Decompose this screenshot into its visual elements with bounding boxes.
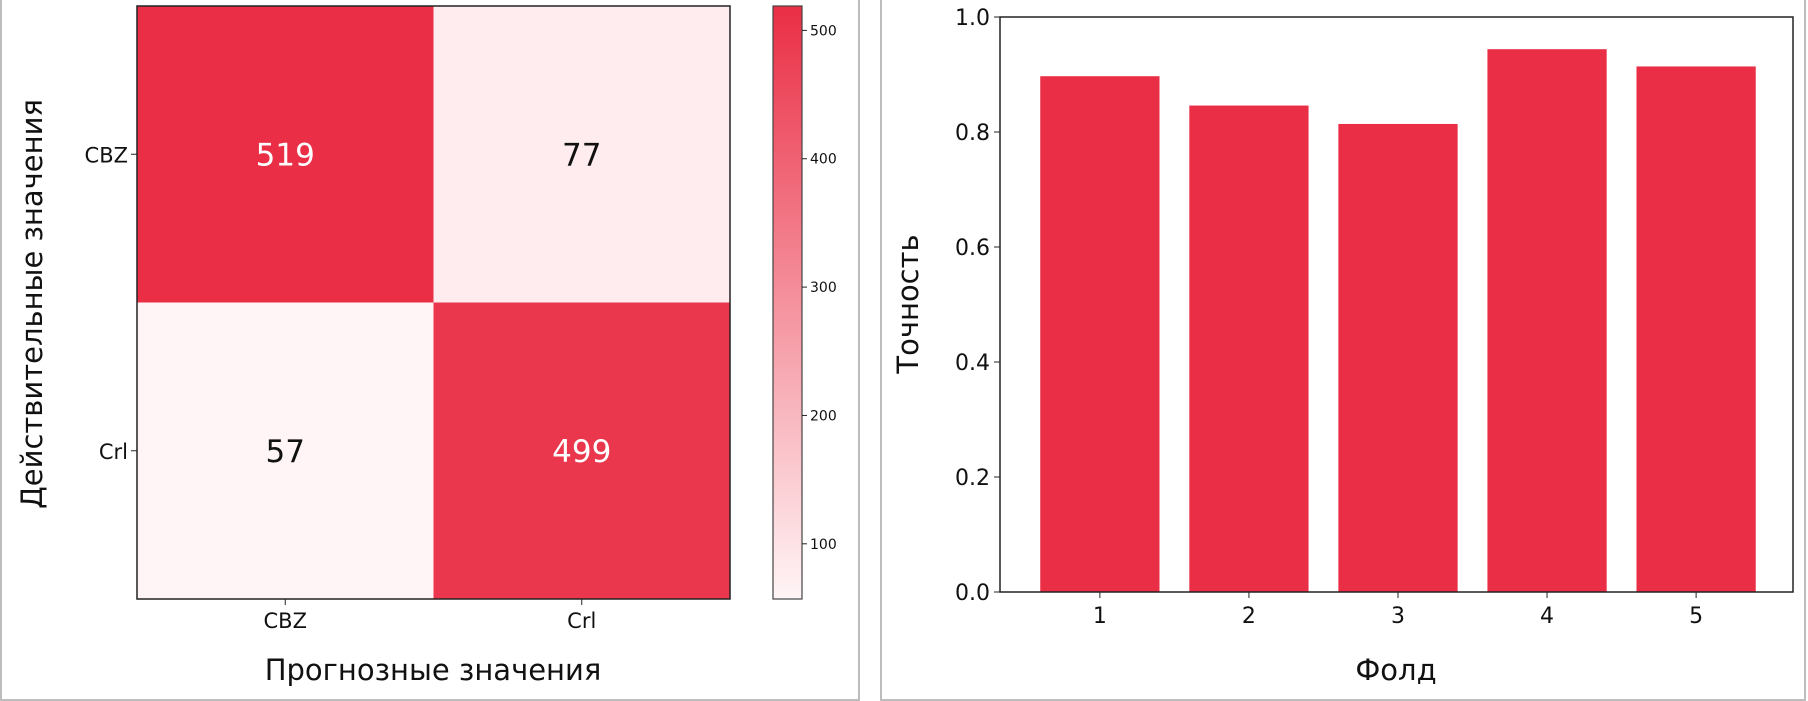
colorbar-tick-label: 100 [810, 537, 837, 553]
heatmap-cell [137, 6, 434, 303]
colorbar-tick-label: 300 [810, 280, 837, 296]
y-tick-label: 0.6 [955, 236, 990, 261]
bar [1040, 76, 1160, 593]
bar [1636, 66, 1756, 592]
x-tick-label: 3 [1391, 604, 1405, 629]
heatmap-cell-value: 499 [552, 434, 611, 470]
x-tick-label: 4 [1540, 604, 1554, 629]
heatmap-cell [433, 6, 730, 303]
y-tick-label: 0.2 [955, 466, 990, 491]
heatmap-xlabel: Прогнозные значения [265, 653, 602, 687]
heatmap-cell-value: 519 [256, 137, 315, 173]
x-tick-label: CBZ [264, 609, 307, 633]
bar [1338, 123, 1458, 592]
x-tick-label: Crl [567, 609, 596, 633]
x-tick-label: 1 [1093, 604, 1107, 629]
colorbar-tick-label: 200 [810, 408, 837, 424]
heatmap-cell-value: 77 [562, 137, 601, 173]
bar [1189, 105, 1309, 593]
confusion-matrix: 519 77 57 499 CBZ Crl CBZ Crl 100 200 300 400 500 [85, 5, 837, 633]
y-tick-label: 1.0 [955, 6, 990, 31]
colorbar [772, 5, 803, 600]
heatmap-cell-value: 57 [266, 434, 305, 470]
x-tick-label: 2 [1242, 604, 1256, 629]
heatmap-cell [137, 302, 434, 599]
bar-chart-frame [999, 16, 1794, 593]
y-tick-label: CBZ [85, 143, 128, 167]
heatmap-frame [136, 5, 731, 600]
y-tick-label: Crl [99, 440, 128, 464]
heatmap-cell [433, 302, 730, 599]
heatmap-ylabel: Действительные значения [15, 99, 49, 509]
colorbar-tick-label: 500 [810, 23, 837, 39]
x-tick-label: 5 [1689, 604, 1703, 629]
bar-xlabel: Фолд [1355, 653, 1436, 687]
bar [1487, 49, 1607, 592]
colorbar-tick-label: 400 [810, 152, 837, 168]
accuracy-bar-chart: 1 2 3 4 5 0.0 0.2 0.4 0.6 0.8 1.0 [955, 6, 1794, 629]
y-tick-label: 0.8 [955, 121, 990, 146]
y-tick-label: 0.0 [955, 581, 990, 606]
y-tick-label: 0.4 [955, 351, 990, 376]
bar-ylabel: Точность [891, 234, 925, 374]
